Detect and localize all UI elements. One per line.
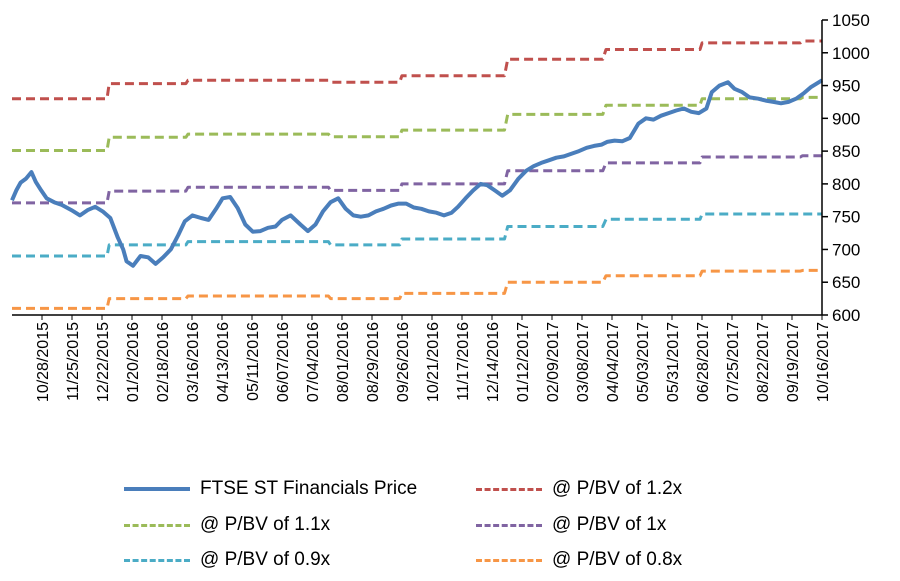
x-tick-label: 10/16/2017 — [815, 322, 832, 402]
x-tick-label: 12/14/2016 — [485, 322, 502, 402]
line-chart: 600 650 700 750 800 850 900 950 1000 1050 10/28/20… — [10, 11, 870, 402]
x-tick-label: 05/11/2016 — [245, 322, 262, 401]
y-tick-label: 800 — [832, 175, 860, 194]
x-tick-label: 06/28/2017 — [695, 322, 712, 402]
legend: FTSE ST Financials Price @ P/BV of 1.2x … — [0, 470, 900, 581]
x-tick-label: 01/20/2016 — [125, 322, 142, 402]
x-tick-label: 02/18/2016 — [155, 322, 172, 402]
series-line-5 — [12, 268, 822, 310]
legend-label-pbv-0-9x: @ P/BV of 0.9x — [200, 549, 331, 570]
y-tick-label: 900 — [832, 109, 860, 128]
x-tick-label: 02/09/2017 — [545, 322, 562, 402]
x-tick-label: 05/31/2017 — [665, 322, 682, 402]
x-tick-label: 08/01/2016 — [335, 322, 352, 402]
x-tick-label: 10/28/2015 — [35, 322, 52, 402]
series-line-0 — [10, 78, 824, 268]
legend-swatch-pbv-1-1x — [124, 523, 190, 527]
legend-label-price: FTSE ST Financials Price — [200, 478, 418, 499]
x-tick-label: 09/19/2017 — [785, 322, 802, 402]
legend-label-pbv-1-1x: @ P/BV of 1.1x — [200, 514, 331, 535]
series-line-2 — [12, 95, 822, 152]
x-tick-label: 12/22/2015 — [95, 322, 112, 402]
legend-swatch-pbv-1-2x — [476, 487, 542, 491]
series-line-1 — [12, 39, 822, 101]
legend-item-pbv-1-2x: @ P/BV of 1.2x — [476, 475, 682, 503]
x-tick-label: 11/25/2015 — [65, 322, 82, 401]
series-layer — [10, 39, 824, 310]
y-tick-label: 1050 — [832, 11, 870, 30]
legend-swatch-pbv-0-9x — [124, 558, 190, 562]
x-tick-label: 05/03/2017 — [635, 322, 652, 402]
legend-item-pbv-0-9x: @ P/BV of 0.9x — [124, 546, 330, 574]
series-line-4 — [12, 212, 822, 258]
legend-label-pbv-1x: @ P/BV of 1x — [552, 514, 667, 535]
y-tick-label: 600 — [832, 306, 860, 325]
legend-item-price: FTSE ST Financials Price — [124, 475, 417, 503]
legend-swatch-price — [124, 487, 190, 491]
legend-swatch-pbv-0-8x — [476, 558, 542, 562]
x-tick-label: 07/25/2017 — [725, 322, 742, 402]
x-tick-label: 03/08/2017 — [575, 322, 592, 402]
y-tick-label: 1000 — [832, 44, 870, 63]
series-line-3 — [12, 154, 822, 205]
legend-item-pbv-0-8x: @ P/BV of 0.8x — [476, 546, 682, 574]
x-tick-label: 11/17/2016 — [455, 322, 472, 401]
x-tick-label: 03/16/2016 — [185, 322, 202, 402]
legend-label-pbv-0-8x: @ P/BV of 0.8x — [552, 549, 683, 570]
x-tick-label: 04/13/2016 — [215, 322, 232, 402]
legend-swatch-pbv-1x — [476, 523, 542, 527]
y-tick-label: 950 — [832, 77, 860, 96]
y-tick-label: 850 — [832, 142, 860, 161]
x-tick-label: 09/26/2016 — [395, 322, 412, 402]
y-tick-label: 750 — [832, 208, 860, 227]
legend-item-pbv-1x: @ P/BV of 1x — [476, 511, 666, 539]
y-tick-label: 650 — [832, 273, 860, 292]
x-tick-label: 04/04/2017 — [605, 322, 622, 402]
x-tick-label: 10/21/2016 — [425, 322, 442, 402]
x-tick-label: 08/29/2016 — [365, 322, 382, 402]
x-tick-label: 06/07/2016 — [275, 322, 292, 402]
y-tick-label: 700 — [832, 240, 860, 259]
x-tick-label: 07/04/2016 — [305, 322, 322, 402]
x-tick-label: 01/12/2017 — [515, 322, 532, 402]
legend-item-pbv-1-1x: @ P/BV of 1.1x — [124, 511, 330, 539]
x-tick-label: 08/22/2017 — [755, 322, 772, 402]
axis-layer: 600 650 700 750 800 850 900 950 1000 1050 10/28/20… — [12, 11, 870, 402]
legend-label-pbv-1-2x: @ P/BV of 1.2x — [552, 478, 683, 499]
